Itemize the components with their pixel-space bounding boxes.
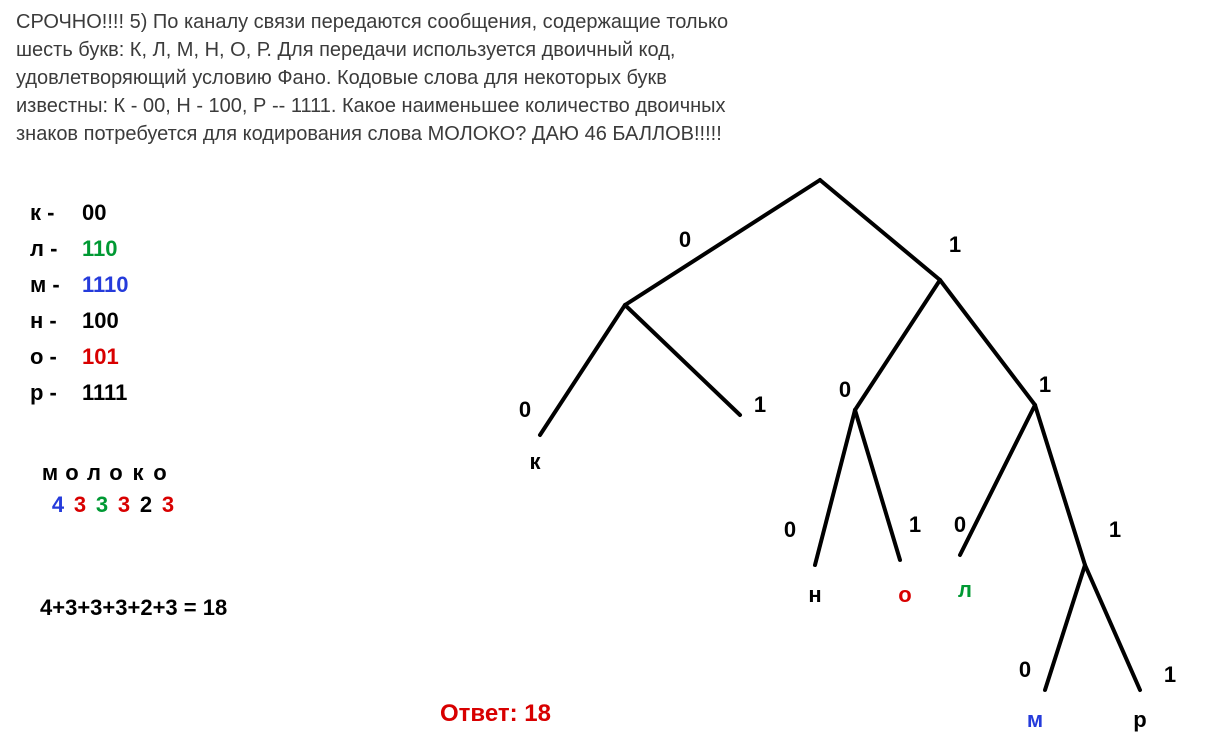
- code-label: н -: [30, 303, 82, 339]
- tree-label: о: [898, 582, 911, 608]
- tree-label: 1: [1109, 517, 1121, 543]
- tree-label: 0: [1019, 657, 1031, 683]
- tree-edge: [1085, 565, 1140, 690]
- code-row: л - 110: [30, 231, 129, 267]
- tree-label: 1: [1164, 662, 1176, 688]
- word-count: 3: [158, 492, 180, 518]
- code-label: м -: [30, 267, 82, 303]
- tree-edge: [855, 410, 900, 560]
- word-count: 3: [114, 492, 136, 518]
- word-block: молоко 433323: [40, 460, 180, 518]
- tree-edge: [960, 405, 1035, 555]
- code-label: л -: [30, 231, 82, 267]
- tree-edge: [820, 180, 940, 280]
- code-label: о -: [30, 339, 82, 375]
- word-count: 4: [48, 492, 70, 518]
- word-letters: молоко: [40, 460, 180, 486]
- code-label: р -: [30, 375, 82, 411]
- tree-label: 1: [754, 392, 766, 418]
- codes-list: к - 00л - 110м - 1110н - 100о - 101р - 1…: [30, 195, 129, 411]
- code-row: к - 00: [30, 195, 129, 231]
- word-count: 3: [92, 492, 114, 518]
- word-count: 3: [70, 492, 92, 518]
- code-value: 101: [82, 339, 119, 375]
- tree-label: р: [1133, 707, 1146, 733]
- word-count: 2: [136, 492, 158, 518]
- code-row: о - 101: [30, 339, 129, 375]
- tree-edge: [855, 280, 940, 410]
- code-value: 1110: [82, 267, 129, 303]
- code-row: н - 100: [30, 303, 129, 339]
- word-letter: м: [40, 460, 62, 486]
- tree-edge: [815, 410, 855, 565]
- tree-label: к: [529, 449, 540, 475]
- code-row: р - 1111: [30, 375, 129, 411]
- word-letter: о: [106, 460, 128, 486]
- tree-label: н: [808, 582, 821, 608]
- tree-label: 0: [954, 512, 966, 538]
- tree-edge: [625, 305, 740, 415]
- tree-edge: [540, 305, 625, 435]
- word-letter: о: [62, 460, 84, 486]
- tree-label: 0: [519, 397, 531, 423]
- code-label: к -: [30, 195, 82, 231]
- tree-label: м: [1027, 707, 1043, 733]
- tree-edge: [1035, 405, 1085, 565]
- code-row: м - 1110: [30, 267, 129, 303]
- tree-label: 0: [839, 377, 851, 403]
- tree-label: 1: [909, 512, 921, 538]
- tree-edge: [1045, 565, 1085, 690]
- word-letter: л: [84, 460, 106, 486]
- tree-svg: [480, 160, 1200, 740]
- tree-label: 1: [1039, 372, 1051, 398]
- sum-line: 4+3+3+3+2+3 = 18: [40, 595, 227, 621]
- word-letter: к: [128, 460, 150, 486]
- tree-label: 0: [679, 227, 691, 253]
- tree-label: 1: [949, 232, 961, 258]
- code-tree: 0 1 0 1 0 1 0 1 0 1 0 1 к н о л м р: [480, 160, 1200, 740]
- code-value: 00: [82, 195, 106, 231]
- tree-edge: [940, 280, 1035, 405]
- tree-label: 0: [784, 517, 796, 543]
- word-letter: о: [150, 460, 172, 486]
- word-counts: 433323: [48, 492, 180, 518]
- tree-edge: [625, 180, 820, 305]
- problem-text: СРОЧНО!!!! 5) По каналу связи передаются…: [16, 8, 736, 148]
- tree-label: л: [958, 577, 972, 603]
- code-value: 110: [82, 231, 118, 267]
- code-value: 100: [82, 303, 119, 339]
- code-value: 1111: [82, 375, 127, 411]
